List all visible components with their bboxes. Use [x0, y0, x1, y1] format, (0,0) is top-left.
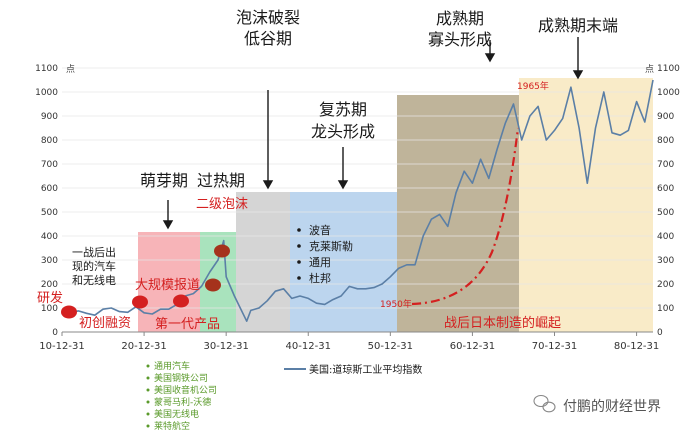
event-labels: 研发 初创融资 大规模报道 第一代产品 二级泡沫 1950年 1965年 战后日… — [37, 80, 561, 332]
event-japan: 战后日本制造的崛起 — [444, 315, 561, 331]
svg-text:通用: 通用 — [309, 256, 331, 269]
svg-text:美国收音机公司: 美国收音机公司 — [154, 384, 217, 396]
x-tick-label: 80-12-31 — [614, 341, 659, 352]
y-tick-label-left: 0 — [52, 328, 58, 338]
y-tick-label-left: 400 — [41, 232, 58, 242]
phase-leader: 龙头形成 — [311, 122, 375, 141]
x-tick-label: 50-12-31 — [368, 341, 413, 352]
svg-text:美国钢铁公司: 美国钢铁公司 — [154, 372, 208, 384]
svg-text:莱特航空: 莱特航空 — [154, 420, 190, 432]
y-ticks-left: 0 100 200 300 400 500 600 700 800 900 1000 1100 — [35, 64, 58, 338]
x-tick-label: 40-12-31 — [286, 341, 331, 352]
x-tick-label: 10-12-31 — [39, 341, 84, 352]
company-list: 通用汽车 美国钢铁公司 美国收音机公司 蒙哥马利-沃德 美国无线电 莱特航空 — [146, 360, 217, 432]
y-unit-left: 点 — [66, 64, 75, 75]
event-dot — [173, 294, 189, 308]
y-tick-label-right: 100 — [657, 304, 674, 314]
phase-trough: 低谷期 — [244, 29, 292, 48]
event-media: 大规模报道 — [135, 278, 200, 293]
y-tick-label-right: 400 — [657, 232, 674, 242]
svg-text:和无线电: 和无线电 — [72, 273, 116, 287]
phase-mature-end: 成熟期末端 — [538, 16, 618, 35]
phase-bands — [138, 78, 653, 332]
event-dots — [61, 244, 230, 319]
event-1950: 1950年 — [380, 298, 412, 310]
event-startup: 初创融资 — [79, 316, 131, 331]
svg-text:杜邦: 杜邦 — [309, 271, 331, 285]
y-unit-right: 点 — [645, 64, 654, 75]
y-tick-label-left: 900 — [41, 112, 58, 122]
y-tick-label-left: 500 — [41, 208, 58, 218]
side-note: 一战后出 现的汽车 和无线电 — [72, 245, 116, 287]
watermark-text: 付鹏的财经世界 — [563, 399, 661, 415]
event-dot — [132, 295, 148, 309]
y-tick-label-right: 600 — [657, 184, 674, 194]
svg-text:克莱斯勒: 克莱斯勒 — [309, 240, 353, 253]
phase-sprout: 萌芽期 — [140, 171, 188, 190]
event-first-gen: 第一代产品 — [155, 317, 220, 332]
y-ticks-right: 0 100 200 300 400 500 600 700 800 900 1000 1100 — [657, 64, 680, 338]
event-dot — [205, 278, 221, 292]
y-tick-label-left: 700 — [41, 160, 58, 170]
svg-text:现的汽车: 现的汽车 — [72, 259, 116, 273]
y-tick-label-right: 800 — [657, 136, 674, 146]
legend: 美国:道琼斯工业平均指数 — [284, 363, 422, 376]
event-dot — [214, 244, 230, 258]
y-tick-label-right: 0 — [657, 328, 663, 338]
phase-burst: 泡沫破裂 — [236, 8, 300, 27]
wechat-icon — [533, 394, 556, 413]
svg-text:一战后出: 一战后出 — [72, 245, 116, 259]
arrows — [162, 37, 584, 230]
y-tick-label-left: 200 — [41, 280, 58, 290]
y-tick-label-left: 1100 — [35, 64, 58, 74]
recovery-companies: 波音 克莱斯勒 通用 杜邦 — [297, 223, 353, 285]
svg-text:通用汽车: 通用汽车 — [154, 360, 190, 372]
y-tick-label-right: 700 — [657, 160, 674, 170]
x-ticks: 10-12-31 20-12-31 30-12-31 40-12-31 50-12-31… — [39, 332, 659, 352]
event-second-bubble: 二级泡沫 — [196, 197, 248, 212]
series-line — [61, 79, 654, 323]
event-dot — [61, 305, 77, 319]
y-tick-label-right: 900 — [657, 112, 674, 122]
y-tick-label-right: 300 — [657, 256, 674, 266]
y-tick-label-right: 500 — [657, 208, 674, 218]
y-tick-label-left: 600 — [41, 184, 58, 194]
y-tick-label-left: 100 — [41, 304, 58, 314]
x-tick-label: 30-12-31 — [203, 341, 248, 352]
y-tick-label-left: 300 — [41, 256, 58, 266]
legend-label: 美国:道琼斯工业平均指数 — [309, 363, 422, 376]
watermark: 付鹏的财经世界 — [533, 394, 661, 415]
band-mature — [397, 95, 519, 332]
y-tick-label-right: 1000 — [657, 88, 680, 98]
event-rnd: 研发 — [37, 290, 63, 306]
trend-dash-dot — [411, 127, 520, 306]
phase-mature: 成熟期 — [436, 9, 484, 28]
event-1965: 1965年 — [517, 80, 549, 92]
y-tick-label-left: 800 — [41, 136, 58, 146]
phase-recovery: 复苏期 — [319, 100, 367, 119]
y-tick-label-right: 200 — [657, 280, 674, 290]
phase-titles: 萌芽期 过热期 泡沫破裂 低谷期 复苏期 龙头形成 成熟期 寡头形成 成熟期末端 — [140, 8, 618, 190]
band-sprout — [138, 232, 200, 332]
x-tick-label: 70-12-31 — [532, 341, 577, 352]
y-tick-label-left: 1000 — [35, 88, 58, 98]
svg-text:美国无线电: 美国无线电 — [154, 408, 199, 420]
y-tick-label-right: 1100 — [657, 64, 680, 74]
x-tick-label: 60-12-31 — [450, 341, 495, 352]
band-recovery — [290, 192, 397, 332]
phase-overheat: 过热期 — [197, 171, 245, 190]
band-burst — [236, 192, 290, 332]
svg-text:蒙哥马利-沃德: 蒙哥马利-沃德 — [154, 396, 211, 408]
phase-oligopoly: 寡头形成 — [428, 30, 492, 49]
x-tick-label: 20-12-31 — [121, 341, 166, 352]
svg-text:波音: 波音 — [309, 223, 331, 237]
